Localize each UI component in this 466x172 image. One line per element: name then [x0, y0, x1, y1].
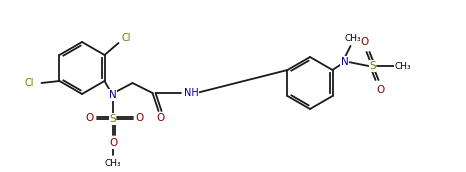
Text: CH₃: CH₃ [394, 62, 411, 71]
Text: Cl: Cl [122, 33, 131, 43]
Text: N: N [341, 57, 349, 67]
Text: CH₃: CH₃ [104, 159, 121, 168]
Text: N: N [109, 90, 116, 100]
Text: S: S [109, 114, 116, 124]
Text: O: O [157, 113, 164, 123]
Text: CH₃: CH₃ [344, 34, 361, 42]
Text: O: O [110, 138, 117, 148]
Text: Cl: Cl [25, 78, 34, 88]
Text: O: O [85, 113, 94, 123]
Text: NH: NH [184, 88, 198, 98]
Text: O: O [360, 37, 369, 47]
Text: S: S [369, 61, 376, 71]
Text: O: O [377, 85, 384, 95]
Text: O: O [136, 113, 144, 123]
